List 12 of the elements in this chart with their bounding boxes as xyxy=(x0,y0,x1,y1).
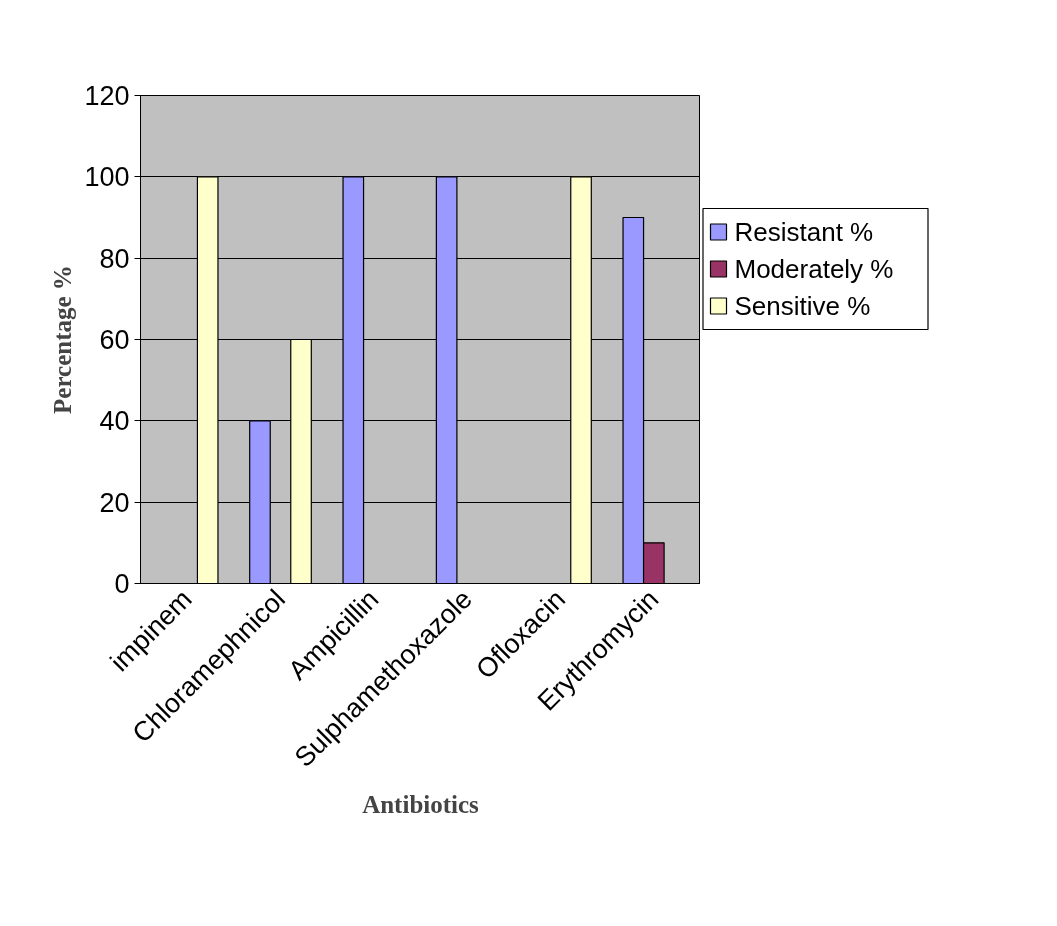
y-tick-label: 80 xyxy=(99,243,130,274)
legend-label: Sensitive % xyxy=(734,291,871,321)
legend-label: Moderately % xyxy=(734,254,894,284)
y-tick-label: 40 xyxy=(99,406,130,437)
y-tick-label: 20 xyxy=(99,487,130,518)
x-axis-title: Antibiotics xyxy=(362,791,480,819)
legend-label: Resistant % xyxy=(734,217,874,247)
y-tick-label: 120 xyxy=(84,81,130,111)
y-axis-title: Percentage % xyxy=(49,265,77,414)
y-tick-label: 60 xyxy=(99,325,130,355)
y-tick-label: 0 xyxy=(114,569,130,599)
y-tick-label: 100 xyxy=(84,162,130,193)
